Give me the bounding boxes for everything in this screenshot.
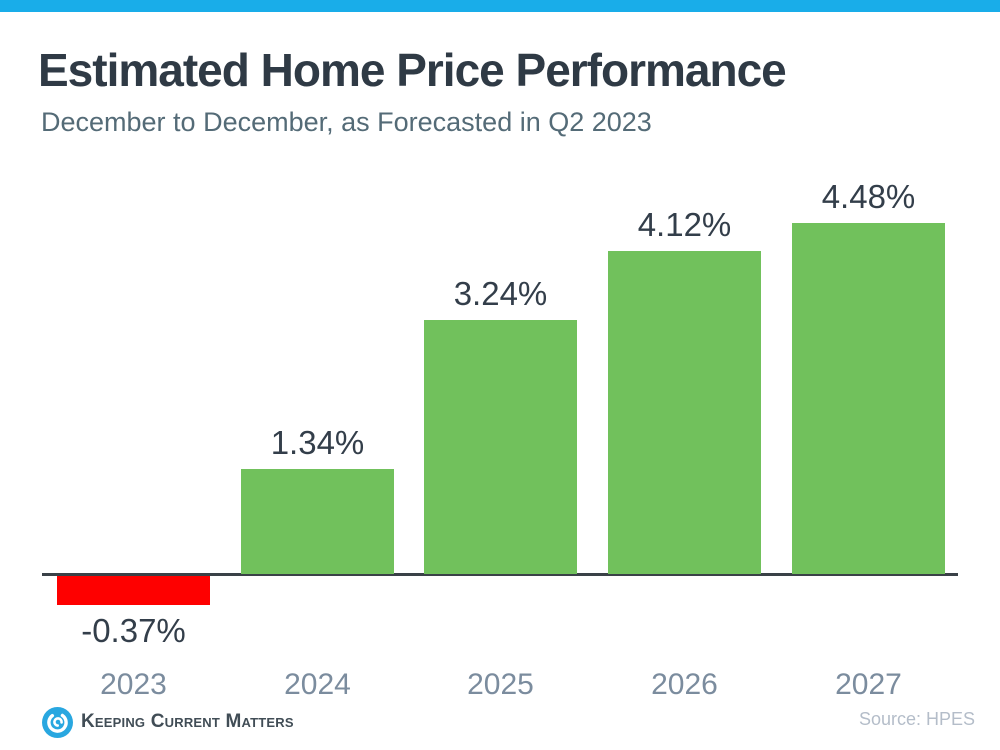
category-label-2025: 2025 [467, 668, 534, 701]
page-title: Estimated Home Price Performance [38, 44, 787, 96]
bar-2025 [424, 320, 577, 574]
source-citation: Source: HPES [858, 709, 975, 729]
bar-2027 [792, 223, 945, 574]
value-label-2023: -0.37% [81, 612, 186, 649]
category-label-2026: 2026 [651, 668, 718, 701]
top-accent-bar [0, 0, 1000, 12]
x-axis-line [42, 573, 958, 576]
value-label-2025: 3.24% [453, 275, 548, 312]
brand-name: Keeping Current Matters [81, 711, 294, 732]
page-subtitle: December to December, as Forecasted in Q… [41, 107, 652, 137]
value-label-2026: 4.12% [637, 206, 732, 243]
category-label-2023: 2023 [100, 668, 167, 701]
bar-2023 [57, 576, 210, 605]
value-label-2027: 4.48% [821, 178, 916, 215]
value-label-2024: 1.34% [270, 424, 365, 461]
kcm-swirl-icon [42, 706, 73, 738]
brand-logo: Keeping Current Matters [42, 706, 294, 738]
bar-2024 [241, 469, 394, 574]
category-label-2027: 2027 [835, 668, 902, 701]
category-label-2024: 2024 [284, 668, 351, 701]
bar-2026 [608, 251, 761, 574]
